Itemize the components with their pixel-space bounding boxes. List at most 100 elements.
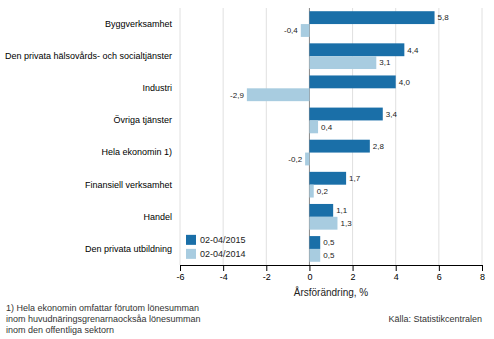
x-tick-label: 2 bbox=[351, 272, 356, 282]
x-tick-mark bbox=[180, 265, 181, 271]
bar bbox=[309, 249, 320, 262]
y-tick-label: Övriga tjänster bbox=[113, 115, 172, 125]
y-tick-label: Hela ekonomin 1) bbox=[101, 147, 172, 157]
grid-line bbox=[438, 8, 439, 265]
bar bbox=[301, 24, 310, 37]
bars bbox=[247, 11, 435, 262]
x-tick-label: -2 bbox=[263, 272, 271, 282]
x-tick-label: 4 bbox=[394, 272, 399, 282]
x-tick-label: 0 bbox=[307, 272, 312, 282]
x-tick: 6 bbox=[437, 265, 442, 282]
data-label: 1,1 bbox=[336, 206, 348, 215]
x-tick-mark bbox=[223, 265, 224, 271]
data-label: -0,2 bbox=[288, 155, 302, 164]
y-tick-label: Industri bbox=[142, 83, 172, 93]
bar bbox=[309, 11, 434, 24]
bar bbox=[305, 153, 309, 166]
x-tick: 4 bbox=[394, 265, 399, 282]
bar bbox=[309, 75, 395, 88]
grid-line bbox=[482, 8, 483, 265]
y-tick: Finansiell verksamhet bbox=[85, 180, 180, 190]
x-tick-label: 8 bbox=[480, 272, 485, 282]
data-label: 1,3 bbox=[340, 219, 352, 228]
source-note: Källa: Statistikcentralen bbox=[388, 314, 482, 324]
y-tick-label: Byggverksamhet bbox=[105, 19, 173, 29]
y-tick: Den privata utbildning bbox=[85, 244, 180, 254]
x-tick-mark bbox=[309, 265, 310, 271]
x-tick-mark bbox=[396, 265, 397, 271]
bar bbox=[309, 56, 376, 69]
x-tick-label: -4 bbox=[220, 272, 228, 282]
y-tick: Den privata hälsovårds- och socialtjänst… bbox=[5, 51, 180, 61]
data-label: 0,2 bbox=[317, 187, 329, 196]
data-label: -0,4 bbox=[284, 26, 298, 35]
x-tick: 0 bbox=[307, 265, 312, 282]
x-axis-title: Årsförändring, % bbox=[294, 286, 369, 298]
x-axis: -6 -4 -2 0 2 4 6 8 bbox=[176, 265, 485, 282]
bar bbox=[309, 236, 320, 249]
y-tick: Hela ekonomin 1) bbox=[101, 147, 180, 157]
footnote: inom huvudnäringsgrenarnaocksåa lönesumm… bbox=[6, 314, 201, 324]
data-label: 0,4 bbox=[321, 123, 333, 132]
bar bbox=[309, 140, 369, 153]
x-tick-mark bbox=[482, 265, 483, 271]
data-labels: 5,8 4,4 4,0 3,4 2,8 1,7 1,1 0,5 -0,4 3,1 -2,9 0,4 -0… bbox=[230, 13, 449, 260]
bar bbox=[309, 108, 382, 121]
grid-line bbox=[223, 8, 224, 265]
x-tick: 2 bbox=[351, 265, 356, 282]
x-tick-mark bbox=[266, 265, 267, 271]
bar bbox=[309, 120, 318, 133]
legend-swatch bbox=[186, 249, 196, 259]
data-label: 4,4 bbox=[407, 46, 419, 55]
x-tick-mark bbox=[353, 265, 354, 271]
bar bbox=[309, 172, 346, 185]
y-tick-label: Den privata utbildning bbox=[85, 244, 172, 254]
y-axis: Byggverksamhet Den privata hälsovårds- oc… bbox=[5, 19, 180, 254]
legend-swatch bbox=[186, 235, 196, 245]
data-label: 2,8 bbox=[373, 142, 385, 151]
bar bbox=[247, 88, 310, 101]
y-tick-label: Den privata hälsovårds- och socialtjänst… bbox=[5, 51, 172, 61]
x-tick: -2 bbox=[263, 265, 271, 282]
grid-line bbox=[266, 8, 267, 265]
footnote: 1) Hela ekonomin omfattar förutom lönesu… bbox=[6, 303, 199, 313]
y-tick: Industri bbox=[142, 83, 180, 93]
bar bbox=[309, 204, 333, 217]
x-axis-line bbox=[181, 266, 483, 272]
plot-area: 5,8 4,4 4,0 3,4 2,8 1,7 1,1 0,5 -0,4 3,1 -2,9 0,4 -0… bbox=[5, 8, 485, 282]
data-label: 5,8 bbox=[438, 13, 450, 22]
x-tick-label: -6 bbox=[176, 272, 184, 282]
legend-item: 02-04/2015 bbox=[186, 235, 246, 245]
chart-svg: 5,8 4,4 4,0 3,4 2,8 1,7 1,1 0,5 -0,4 3,1 -2,9 0,4 -0… bbox=[0, 0, 494, 339]
footnote: inom den offentliga sektorn bbox=[6, 325, 114, 335]
bar bbox=[309, 217, 337, 230]
legend-item: 02-04/2014 bbox=[186, 249, 246, 259]
data-label: 0,5 bbox=[323, 238, 335, 247]
bar-series bbox=[309, 11, 434, 249]
data-label: 3,1 bbox=[379, 58, 391, 67]
legend: 02-04/2015 02-04/2014 bbox=[186, 235, 246, 259]
bar-series bbox=[247, 24, 376, 262]
legend-label: 02-04/2014 bbox=[200, 249, 246, 259]
data-label: 0,5 bbox=[323, 251, 335, 260]
grid bbox=[180, 8, 482, 265]
bar bbox=[309, 43, 404, 56]
y-tick-label: Finansiell verksamhet bbox=[85, 180, 173, 190]
legend-label: 02-04/2015 bbox=[200, 235, 246, 245]
data-label: 3,4 bbox=[386, 110, 398, 119]
data-label: -2,9 bbox=[230, 91, 244, 100]
chart-container: 5,8 4,4 4,0 3,4 2,8 1,7 1,1 0,5 -0,4 3,1 -2,9 0,4 -0… bbox=[0, 0, 494, 339]
y-tick-label: Handel bbox=[143, 212, 172, 222]
data-label: 1,7 bbox=[349, 174, 361, 183]
x-tick-label: 6 bbox=[437, 272, 442, 282]
y-tick: Övriga tjänster bbox=[113, 115, 180, 125]
y-tick: Byggverksamhet bbox=[105, 19, 180, 29]
x-tick-mark bbox=[439, 265, 440, 271]
x-tick: 8 bbox=[480, 265, 485, 282]
bar bbox=[309, 185, 313, 198]
data-label: 4,0 bbox=[399, 78, 411, 87]
grid-line bbox=[180, 8, 181, 265]
x-tick: -4 bbox=[220, 265, 228, 282]
y-tick: Handel bbox=[143, 212, 180, 222]
x-tick: -6 bbox=[176, 265, 184, 282]
